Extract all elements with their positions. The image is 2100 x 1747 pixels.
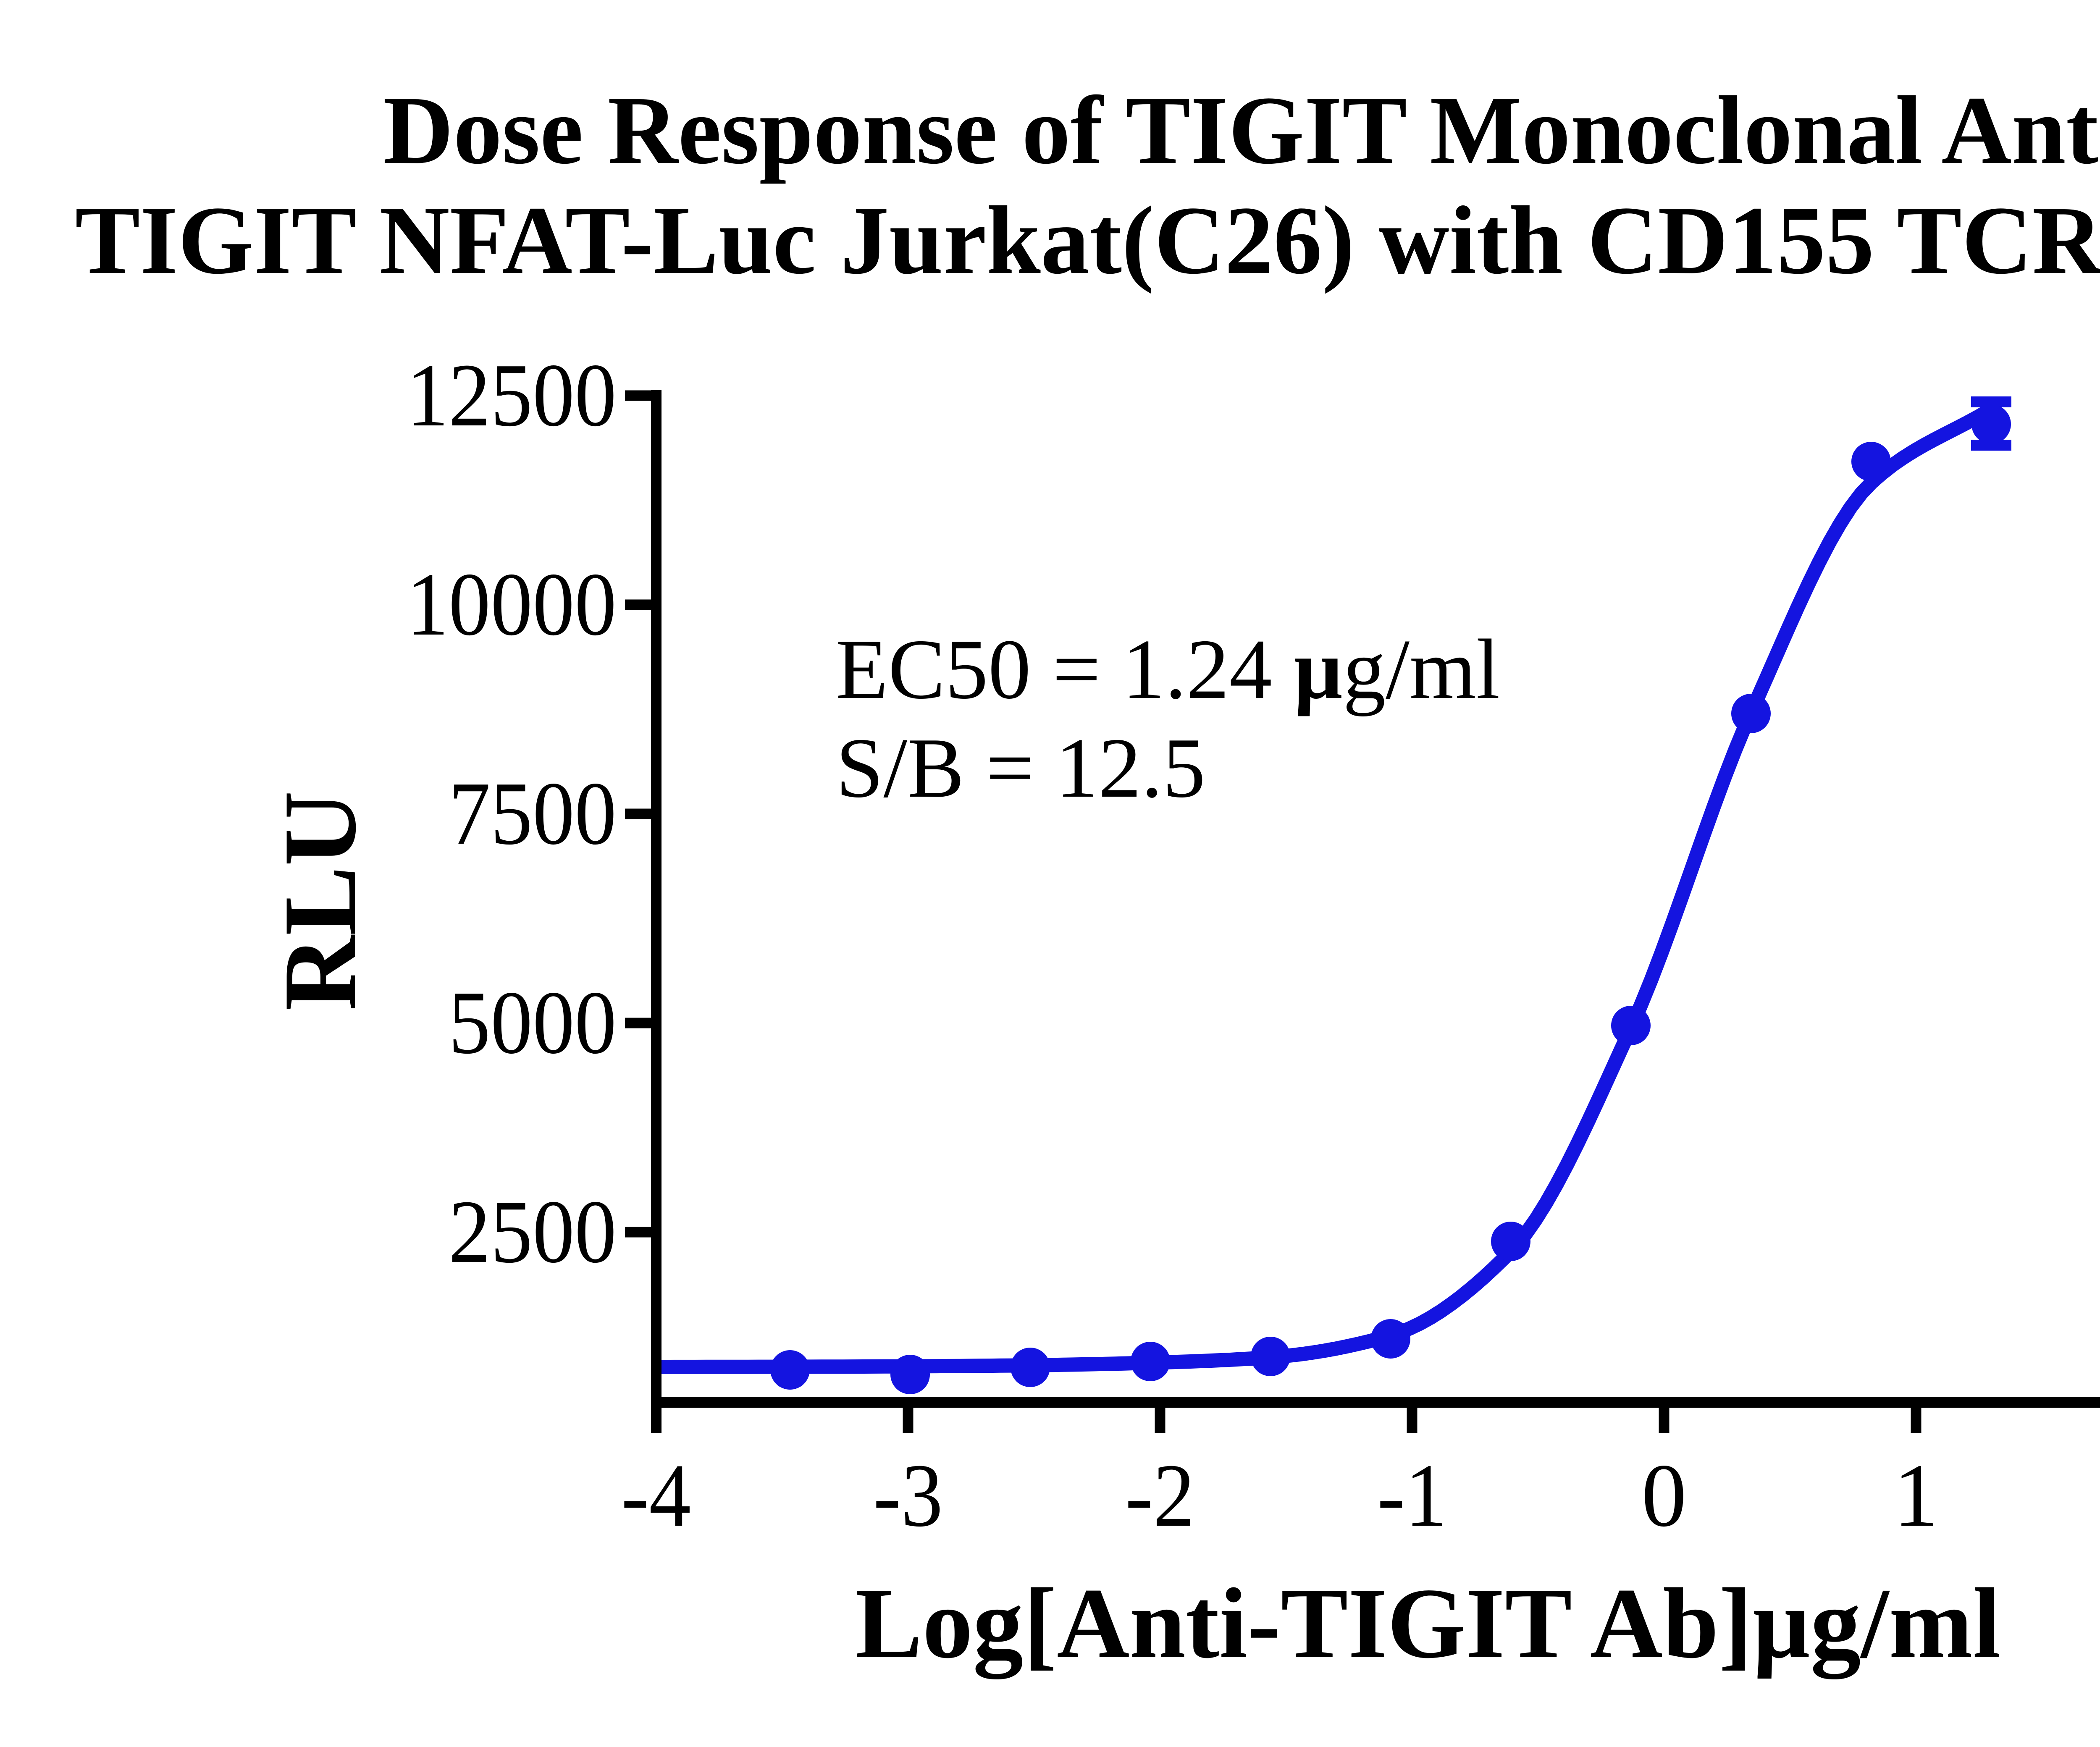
svg-text:Log[Anti-TIGIT Ab]µg/ml: Log[Anti-TIGIT Ab]µg/ml [855, 1567, 2001, 1679]
svg-text:-4: -4 [621, 1445, 691, 1545]
svg-text:Dose Response of TIGIT Monoclo: Dose Response of TIGIT Monoclonal Antibo… [383, 76, 2100, 184]
svg-text:-2: -2 [1125, 1445, 1195, 1545]
svg-text:RLU: RLU [262, 791, 378, 1011]
svg-text:-3: -3 [873, 1445, 943, 1545]
svg-text:5000: 5000 [449, 972, 617, 1073]
svg-text:12500: 12500 [407, 345, 617, 445]
svg-text:-1: -1 [1377, 1445, 1447, 1545]
svg-text:TIGIT NFAT-Luc Jurkat(C26) wit: TIGIT NFAT-Luc Jurkat(C26) with CD155 TC… [75, 186, 2100, 294]
svg-text:EC50 = 1.24 µg/ml: EC50 = 1.24 µg/ml [836, 622, 1500, 717]
svg-text:1: 1 [1893, 1445, 1939, 1545]
svg-text:7500: 7500 [449, 763, 617, 863]
svg-text:S/B = 12.5: S/B = 12.5 [836, 721, 1205, 816]
svg-text:0: 0 [1641, 1445, 1687, 1545]
svg-text:10000: 10000 [407, 554, 617, 654]
svg-text:2500: 2500 [449, 1181, 617, 1282]
